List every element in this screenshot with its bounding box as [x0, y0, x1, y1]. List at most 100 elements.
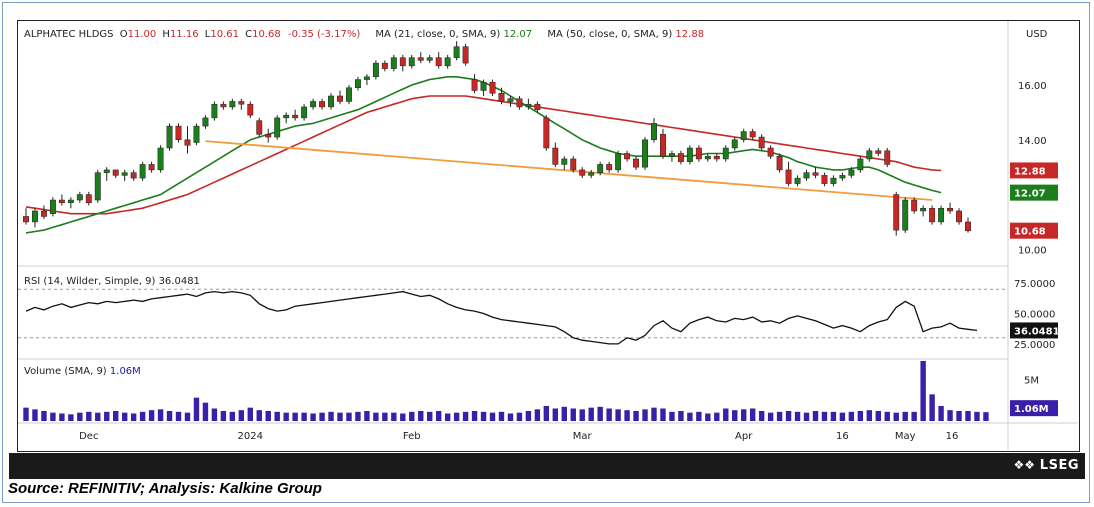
- volume-bar: [471, 411, 478, 421]
- volume-bar: [265, 411, 271, 421]
- volume-bar: [884, 411, 890, 421]
- lseg-logo-icon: ❖❖: [1013, 458, 1035, 472]
- volume-bar: [974, 411, 980, 421]
- ma50-line: [25, 95, 942, 215]
- candle-body: [704, 155, 711, 160]
- candle-body: [471, 79, 478, 91]
- candle-body: [534, 103, 541, 110]
- time-axis-label: Dec: [79, 431, 98, 442]
- last-price-tag-bg: [1010, 222, 1058, 239]
- volume-bar: [175, 411, 182, 421]
- candle-body: [211, 103, 218, 119]
- high-value: 11.16: [169, 29, 199, 40]
- ma21-price-tag: 12.07: [1014, 189, 1046, 200]
- lseg-brand: LSEG: [1039, 458, 1079, 473]
- candle-body: [76, 194, 83, 201]
- candle-body: [794, 177, 801, 184]
- time-axis-label: Apr: [735, 431, 753, 442]
- volume-bar: [32, 409, 38, 421]
- rsi-tick-label: 25.0000: [1014, 340, 1055, 351]
- volume-bar: [435, 411, 442, 421]
- volume-bar: [687, 412, 693, 421]
- candle-body: [929, 207, 936, 223]
- candle-body: [58, 199, 65, 204]
- volume-bar: [489, 412, 496, 421]
- volume-bar: [552, 408, 559, 421]
- volume-bar: [418, 411, 424, 421]
- candle-body: [821, 175, 828, 184]
- volume-bar: [229, 411, 236, 421]
- volume-bar: [947, 410, 953, 421]
- volume-bar: [337, 412, 343, 421]
- ma50-value: 12.88: [675, 29, 705, 40]
- rsi-value: 36.0481: [158, 276, 200, 287]
- candle-body: [642, 139, 648, 168]
- volume-bar: [220, 411, 227, 421]
- volume-bar: [723, 408, 729, 421]
- ma50-price-tag: 12.88: [1014, 166, 1046, 177]
- candle-body: [884, 150, 891, 165]
- candle-body: [839, 175, 846, 179]
- volume-bar: [606, 408, 612, 421]
- open-prefix: O: [119, 29, 128, 40]
- candle-body: [767, 147, 774, 157]
- candle-body: [749, 131, 756, 138]
- volume-bar: [776, 411, 783, 421]
- volume-bar: [525, 411, 532, 421]
- volume-bar: [283, 412, 289, 421]
- volume-bar: [956, 411, 962, 421]
- candle-body: [319, 101, 326, 108]
- price-legend: ALPHATEC HLDGS O11.00 H11.16 L10.61 C10.…: [24, 29, 704, 40]
- change-value: -0.35 (-3.17%): [287, 29, 361, 40]
- volume-bar: [597, 406, 603, 421]
- candle-body: [130, 172, 137, 179]
- low-prefix: L: [204, 29, 211, 40]
- volume-bar: [86, 411, 92, 421]
- candle-body: [660, 134, 666, 157]
- volume-bar: [427, 411, 433, 421]
- candle-body: [346, 87, 352, 102]
- candle-body: [947, 207, 954, 212]
- volume-bar: [247, 407, 253, 421]
- volume-bar: [741, 409, 747, 421]
- volume-bar: [184, 412, 191, 421]
- volume-bar: [256, 410, 262, 421]
- candle-body: [956, 210, 962, 223]
- ma50-price-tag-bg: [1010, 162, 1058, 179]
- volume-bar: [678, 411, 684, 421]
- candle-body: [498, 92, 505, 102]
- candle-body: [23, 216, 29, 223]
- volume-bar: [902, 411, 908, 421]
- volume-bar: [839, 412, 846, 421]
- candle-body: [157, 147, 164, 171]
- volume-bar: [534, 409, 541, 421]
- volume-bar: [130, 413, 137, 421]
- volume-bar: [767, 412, 774, 421]
- price-tick-label: 16.00: [1018, 81, 1047, 92]
- candle-body: [668, 153, 675, 157]
- volume-bar: [633, 411, 639, 421]
- volume-bar: [929, 394, 935, 421]
- candle-body: [85, 194, 92, 204]
- candle-body: [857, 158, 864, 171]
- volume-bar: [588, 407, 594, 421]
- rsi-value-tag: 36.0481: [1014, 326, 1060, 337]
- candle-body: [525, 103, 532, 108]
- candle-body: [965, 221, 971, 231]
- volume-bar: [830, 411, 837, 421]
- candle-body: [265, 134, 272, 138]
- time-axis-label: 16: [836, 431, 849, 442]
- candle-body: [247, 103, 254, 116]
- candle-body: [417, 57, 424, 61]
- volume-bar: [301, 412, 307, 421]
- volume-bar: [965, 411, 971, 421]
- candle-body: [363, 76, 370, 80]
- volume-bar: [911, 411, 917, 421]
- candle-body: [390, 57, 397, 69]
- candle-body: [633, 158, 640, 168]
- volume-bar: [543, 406, 550, 421]
- time-axis-label: 2024: [238, 431, 263, 442]
- volume-bar: [615, 409, 621, 421]
- volume-bar: [866, 410, 873, 421]
